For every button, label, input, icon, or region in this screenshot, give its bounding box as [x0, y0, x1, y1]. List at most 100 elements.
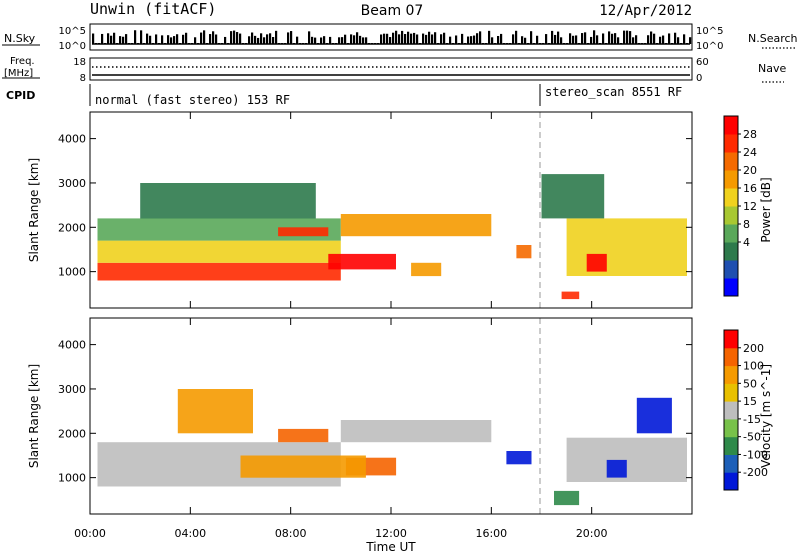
nsky-bar — [350, 34, 353, 44]
power-colorbar-tick-label-3: 16 — [743, 182, 757, 195]
power-region-8 — [516, 245, 532, 259]
velocity-colorbar-tick-label-4: -15 — [743, 413, 761, 426]
cpid-mode-normal: normal (fast stereo) 153 RF — [95, 93, 290, 107]
cpid-mode-stereo: stereo_scan 8551 RF — [545, 85, 682, 99]
x-tick-label-3: 12:00 — [375, 527, 407, 540]
velocity-region-8 — [636, 397, 672, 434]
nsky-bar — [407, 31, 410, 44]
power-colorbar-swatch-3 — [724, 224, 738, 243]
velocity-colorbar-swatch-2 — [724, 436, 738, 455]
nsky-left-tick-top: 10^5 — [59, 26, 86, 37]
freq-left-tick-top: 18 — [73, 57, 86, 68]
nsky-bar — [455, 35, 458, 44]
power-y-tick-label-1: 2000 — [58, 221, 86, 234]
nsky-bar — [650, 31, 653, 44]
nsky-bar — [107, 33, 110, 44]
nsky-bar — [314, 37, 317, 44]
nsearch-label: N.Search — [748, 32, 798, 45]
power-colorbar-swatch-4 — [724, 206, 738, 225]
cpid-panel: CPID normal (fast stereo) 153 RF stereo_… — [6, 84, 682, 107]
nave-label: Nave — [758, 62, 786, 75]
nsky-bar — [689, 37, 692, 44]
nsky-bar — [272, 36, 275, 44]
velocity-colorbar-swatch-0 — [724, 472, 738, 491]
velocity-colorbar-swatch-8 — [724, 330, 738, 349]
nsky-bar — [149, 35, 152, 44]
x-tick-label-0: 00:00 — [74, 527, 106, 540]
power-colorbar-swatch-5 — [724, 188, 738, 207]
x-tick-label-5: 20:00 — [576, 527, 608, 540]
power-colorbar: 28 24 20 16 12 8 4 — [723, 115, 757, 297]
power-panel: 1000 2000 3000 4000 Slant Range [km] — [27, 111, 693, 309]
nsky-bar — [194, 37, 197, 44]
beam-label: Beam 07 — [361, 3, 424, 19]
velocity-region-1 — [340, 420, 492, 443]
nsky-bar — [173, 36, 176, 44]
power-colorbar-swatch-9 — [724, 116, 738, 135]
nsky-bar — [365, 37, 368, 44]
nsky-bar — [434, 32, 437, 44]
nsky-bar — [176, 34, 179, 44]
date-label: 12/Apr/2012 — [599, 3, 692, 19]
nsky-bar — [473, 35, 476, 44]
nsky-bar — [389, 37, 392, 44]
nsky-right-tick-top: 10^5 — [696, 26, 723, 37]
nsky-bar — [395, 30, 398, 44]
nsky-bar — [629, 31, 632, 44]
velocity-y-tick-label-2: 3000 — [58, 383, 86, 396]
velocity-region-5 — [240, 455, 366, 478]
power-region-4 — [328, 253, 396, 270]
velocity-colorbar-frame — [723, 329, 739, 491]
nsky-bar — [392, 32, 395, 44]
power-region-3 — [140, 183, 316, 219]
nsky-bar — [257, 37, 260, 44]
power-colorbar-tick-label-5: 8 — [743, 218, 750, 231]
nsky-bar — [311, 36, 314, 44]
velocity-region-10 — [177, 389, 253, 434]
power-colorbar-tick-label-6: 4 — [743, 236, 750, 249]
nsky-bar — [497, 35, 500, 44]
nsky-bar — [653, 33, 656, 44]
nsky-bar — [569, 33, 572, 44]
velocity-region-6 — [506, 451, 532, 465]
nsky-frame — [89, 23, 693, 51]
freq-label-bottom: [MHz] — [4, 68, 33, 79]
power-y-tick-label-0: 1000 — [58, 266, 86, 279]
nsky-bar — [623, 30, 626, 44]
nsky-bar — [488, 30, 491, 44]
nsky-bar — [614, 33, 617, 44]
nsky-bar — [632, 37, 635, 44]
nsky-bar — [635, 35, 638, 44]
nsky-bar — [581, 33, 584, 44]
velocity-panel: 1000 2000 3000 4000 Slant Range [km] — [27, 317, 693, 515]
nsky-bar — [536, 35, 539, 44]
velocity-region-9 — [554, 490, 580, 506]
nsky-bar — [500, 33, 503, 44]
power-colorbar-swatch-7 — [724, 152, 738, 171]
nsky-bar — [323, 36, 326, 44]
nsky-bar — [449, 36, 452, 44]
velocity-axes: 1000 2000 3000 4000 — [58, 318, 692, 514]
nsky-bar — [404, 34, 407, 44]
cpid-label: CPID — [6, 89, 35, 102]
nsky-bar — [251, 32, 254, 44]
nsky-bar — [521, 36, 524, 44]
power-colorbar-tick-label-0: 28 — [743, 128, 757, 141]
power-region-12 — [541, 174, 605, 219]
velocity-colorbar: 200 100 50 15 -15 -50 -100 -200 — [723, 329, 768, 491]
nsky-bar — [659, 36, 662, 44]
x-axis-label: Time UT — [365, 540, 416, 554]
velocity-colorbar-swatch-5 — [724, 383, 738, 402]
nsky-label: N.Sky — [4, 32, 36, 45]
nsky-bar — [263, 37, 266, 44]
velocity-y-axis-label: Slant Range [km] — [27, 364, 41, 468]
power-colorbar-swatch-1 — [724, 260, 738, 279]
nsky-bar — [422, 33, 425, 44]
velocity-y-tick-label-0: 1000 — [58, 472, 86, 485]
nsky-bar — [359, 35, 362, 44]
velocity-colorbar-tick-label-2: 50 — [743, 377, 757, 390]
nsky-bar — [611, 33, 614, 44]
power-data — [97, 174, 687, 300]
velocity-region-3 — [278, 428, 329, 443]
nsky-bar — [338, 37, 341, 44]
